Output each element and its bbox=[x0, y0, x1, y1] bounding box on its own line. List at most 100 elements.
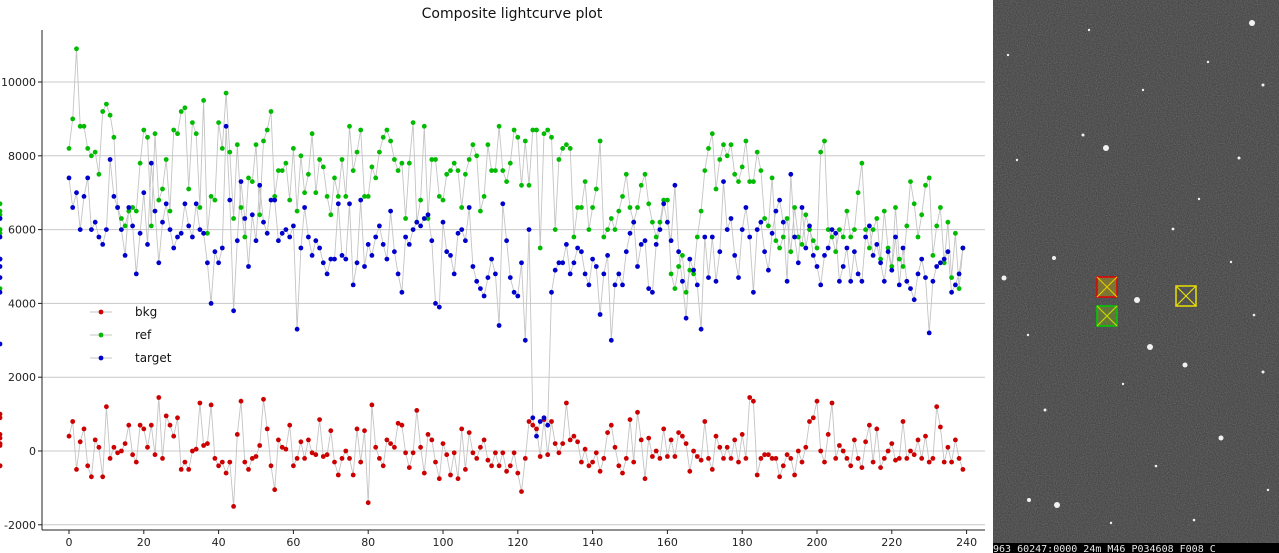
reference-marker[interactable] bbox=[1096, 305, 1118, 327]
legend-item-bkg[interactable]: bkg bbox=[90, 305, 157, 319]
point-ref bbox=[732, 171, 738, 177]
point-target bbox=[89, 227, 94, 233]
point-ref bbox=[320, 164, 326, 170]
xtick-label: 40 bbox=[212, 536, 226, 549]
point-bkg bbox=[773, 456, 779, 461]
point-ref bbox=[896, 256, 902, 262]
point-target bbox=[186, 223, 192, 229]
point-bkg bbox=[687, 468, 693, 474]
point-target bbox=[466, 205, 472, 210]
star-field-image[interactable]: 963 60247:0000 24m M46 P034608 F008 C bbox=[993, 0, 1279, 553]
point-target bbox=[171, 245, 177, 251]
legend[interactable]: bkg ref target bbox=[90, 305, 172, 365]
point-bkg bbox=[130, 452, 136, 458]
target-marker[interactable] bbox=[1096, 276, 1118, 298]
point-ref bbox=[919, 212, 925, 218]
point-target bbox=[197, 227, 203, 233]
point-ref bbox=[268, 109, 274, 114]
point-bkg bbox=[818, 448, 824, 454]
point-ref bbox=[668, 271, 674, 277]
point-bkg bbox=[766, 452, 771, 458]
point-ref bbox=[560, 146, 566, 151]
point-ref bbox=[182, 105, 188, 111]
point-target bbox=[302, 205, 307, 210]
point-bkg bbox=[0, 463, 3, 469]
point-target bbox=[650, 289, 655, 295]
point-target bbox=[249, 212, 255, 218]
point-target bbox=[855, 271, 861, 277]
point-bkg bbox=[324, 452, 330, 458]
point-ref bbox=[212, 197, 218, 203]
point-target bbox=[100, 242, 106, 247]
point-ref bbox=[0, 230, 3, 236]
xtick-label: 120 bbox=[507, 536, 528, 549]
point-bkg bbox=[302, 456, 307, 461]
point-bkg bbox=[728, 456, 734, 461]
point-bkg bbox=[515, 470, 521, 476]
point-bkg bbox=[631, 459, 637, 465]
point-target bbox=[642, 238, 648, 244]
point-target bbox=[552, 267, 558, 273]
point-bkg bbox=[320, 454, 326, 459]
point-ref bbox=[564, 142, 569, 148]
point-target bbox=[893, 234, 898, 240]
point-ref bbox=[410, 120, 416, 125]
point-target bbox=[717, 249, 723, 255]
point-bkg bbox=[653, 448, 659, 454]
point-bkg bbox=[156, 395, 162, 400]
point-ref bbox=[762, 216, 767, 221]
legend-label: target bbox=[135, 351, 172, 365]
point-target bbox=[597, 312, 603, 317]
point-bkg bbox=[829, 400, 835, 406]
point-target bbox=[444, 249, 450, 255]
lightcurve-chart[interactable]: Composite lightcurve plot -2000020004000… bbox=[0, 0, 993, 553]
star-field-image-panel[interactable]: 963 60247:0000 24m M46 P034608 F008 C bbox=[993, 0, 1279, 553]
point-bkg bbox=[205, 441, 210, 446]
point-bkg bbox=[788, 456, 794, 461]
point-target bbox=[339, 253, 345, 258]
point-target bbox=[485, 275, 491, 280]
point-ref bbox=[579, 205, 584, 210]
point-target bbox=[459, 227, 465, 233]
point-target bbox=[747, 234, 753, 240]
point-target bbox=[919, 256, 925, 262]
point-ref bbox=[249, 179, 255, 185]
point-ref bbox=[537, 245, 543, 251]
point-ref bbox=[534, 127, 539, 133]
point-bkg bbox=[190, 448, 195, 454]
point-target bbox=[85, 175, 91, 181]
legend-item-ref[interactable]: ref bbox=[90, 328, 152, 342]
point-bkg bbox=[448, 472, 453, 478]
point-bkg bbox=[795, 448, 801, 454]
background-marker[interactable] bbox=[1175, 285, 1197, 307]
point-ref bbox=[713, 186, 719, 192]
point-target bbox=[163, 201, 169, 207]
point-ref bbox=[878, 256, 883, 262]
point-target bbox=[201, 230, 207, 236]
point-ref bbox=[751, 179, 756, 185]
point-target bbox=[593, 264, 599, 269]
point-target bbox=[133, 271, 139, 277]
point-ref bbox=[556, 157, 562, 162]
star bbox=[1147, 344, 1153, 350]
point-bkg bbox=[676, 430, 681, 435]
point-target bbox=[534, 433, 539, 439]
point-target bbox=[399, 289, 405, 295]
point-ref bbox=[724, 153, 730, 159]
point-bkg bbox=[661, 426, 667, 432]
point-target bbox=[481, 293, 487, 299]
point-bkg bbox=[81, 426, 87, 432]
lightcurve-plot-panel[interactable]: Composite lightcurve plot -2000 0 2000 4000… bbox=[0, 0, 993, 553]
point-target bbox=[751, 289, 756, 295]
point-ref bbox=[810, 238, 816, 244]
point-bkg bbox=[549, 419, 554, 424]
point-ref bbox=[130, 205, 136, 210]
point-target bbox=[384, 256, 390, 262]
point-bkg bbox=[556, 450, 562, 456]
point-bkg bbox=[141, 426, 147, 432]
star bbox=[1081, 133, 1085, 137]
point-target bbox=[938, 260, 943, 266]
star bbox=[1197, 197, 1201, 201]
star bbox=[1054, 502, 1060, 508]
legend-item-target[interactable]: target bbox=[90, 351, 172, 365]
